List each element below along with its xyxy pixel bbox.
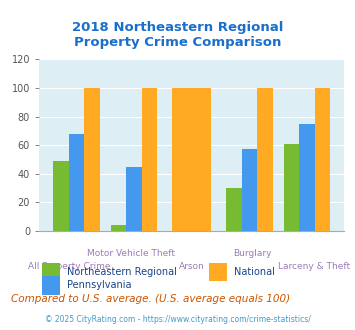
Bar [315,88,331,231]
Text: All Property Crime: All Property Crime [28,262,111,271]
Bar [284,144,299,231]
Bar [172,88,211,231]
Text: 2018 Northeastern Regional
Property Crime Comparison: 2018 Northeastern Regional Property Crim… [72,21,283,50]
Text: Pennsylvania: Pennsylvania [67,280,132,290]
Text: Motor Vehicle Theft: Motor Vehicle Theft [87,249,175,258]
Text: Northeastern Regional: Northeastern Regional [67,267,178,277]
Bar [126,167,142,231]
Bar [257,88,273,231]
Bar [299,124,315,231]
Bar [84,88,100,231]
Bar [242,149,257,231]
Text: © 2025 CityRating.com - https://www.cityrating.com/crime-statistics/: © 2025 CityRating.com - https://www.city… [45,315,310,324]
Bar [226,188,242,231]
Text: Compared to U.S. average. (U.S. average equals 100): Compared to U.S. average. (U.S. average … [11,294,290,304]
Text: National: National [234,267,275,277]
Bar [111,225,126,231]
Text: Larceny & Theft: Larceny & Theft [278,262,350,271]
Text: Arson: Arson [179,262,204,271]
Bar [53,161,69,231]
Text: Burglary: Burglary [234,249,272,258]
Bar [69,134,84,231]
Bar [142,88,157,231]
